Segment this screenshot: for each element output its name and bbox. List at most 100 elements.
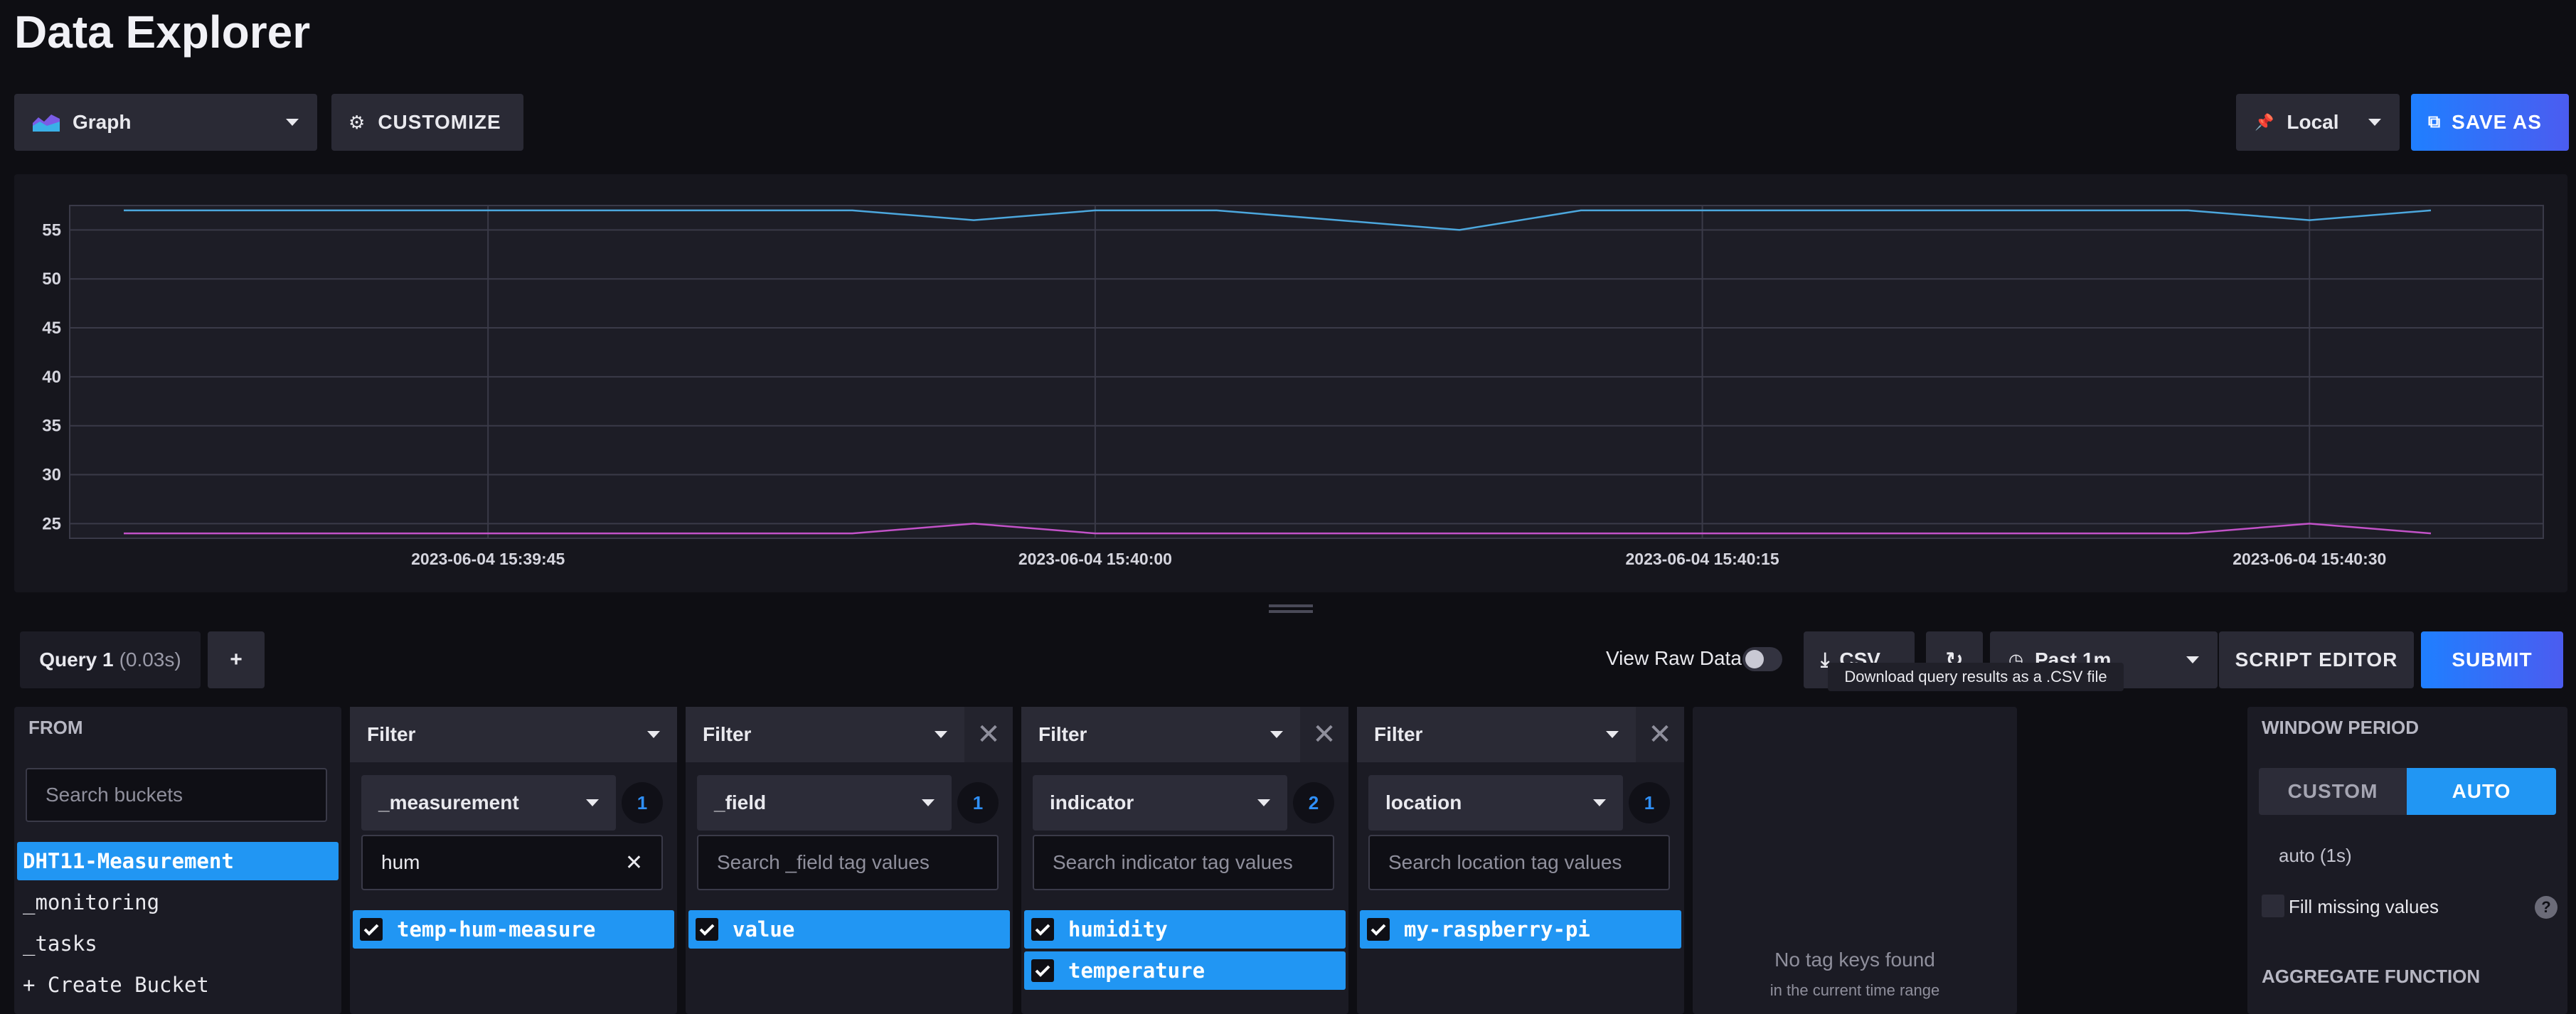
close-filter-button[interactable]: ✕ [1636, 707, 1684, 762]
checkbox-checked-icon [696, 918, 718, 941]
tag-search-input[interactable]: Search location tag values [1368, 835, 1670, 890]
view-raw-label: View Raw Data [1606, 647, 1742, 669]
series-line-1 [124, 523, 2432, 535]
help-icon[interactable]: ? [2535, 896, 2558, 919]
resize-handle-line [1269, 610, 1313, 613]
filter-function-label: Filter [367, 723, 416, 745]
tag-key-dropdown[interactable]: _measurement [361, 775, 616, 831]
selected-count-badge: 1 [622, 782, 663, 823]
tag-value-label: my-raspberry-pi [1404, 917, 1590, 941]
y-tick-label: 50 [42, 269, 61, 289]
checkbox-checked-icon [360, 918, 383, 941]
tag-value-label: temperature [1068, 959, 1205, 983]
x-tick-label: 2023-06-04 15:40:15 [1626, 550, 1779, 568]
tag-key-label: _measurement [378, 791, 519, 813]
clear-icon[interactable]: ✕ [624, 850, 643, 875]
tag-search-input[interactable]: Search indicator tag values [1033, 835, 1334, 890]
line-chart: 55 50 45 40 35 30 25 2023-06-04 15:39:45 2023-06… [42, 205, 2544, 568]
tag-value-item[interactable]: temperature [1024, 951, 1346, 990]
tag-value-item[interactable]: humidity [1024, 910, 1346, 949]
close-filter-button[interactable]: ✕ [1300, 707, 1348, 762]
submit-button[interactable]: SUBMIT [2421, 631, 2563, 688]
x-tick-label: 2023-06-04 15:40:30 [2232, 550, 2386, 568]
tag-search-value: hum [381, 851, 420, 873]
graph-panel: 55 50 45 40 35 30 25 2023-06-04 15:39:45 2023-06… [14, 174, 2567, 592]
filter-function-dropdown[interactable]: Filter [1357, 707, 1636, 762]
resize-handle[interactable] [1269, 604, 1313, 607]
chevron-down-icon [1270, 731, 1283, 738]
bucket-item[interactable]: _monitoring [23, 890, 160, 914]
selected-count-badge: 2 [1293, 782, 1334, 823]
x-tick-label: 2023-06-04 15:39:45 [411, 550, 565, 568]
filter-function-dropdown[interactable]: Filter [350, 707, 677, 762]
query-tab-label: Query 1 [39, 649, 114, 671]
bucket-search-placeholder: Search buckets [46, 784, 183, 806]
fill-missing-label: Fill missing values [2289, 896, 2439, 917]
filter-function-label: Filter [703, 723, 752, 745]
filter-panel-measurement: Filter _measurement 1 hum ✕ temp-hum-meas… [350, 707, 677, 1014]
from-panel: FROM Search buckets DHT11-Measurement _mo… [14, 707, 341, 1014]
chevron-down-icon [586, 799, 599, 806]
tag-search-placeholder: Search indicator tag values [1053, 851, 1293, 873]
download-icon: ⤓ [1821, 648, 1830, 671]
graph-icon [33, 114, 60, 132]
tag-value-item[interactable]: temp-hum-measure [353, 910, 674, 949]
custom-toggle[interactable]: CUSTOM [2259, 768, 2407, 815]
tag-search-input[interactable]: hum ✕ [361, 835, 663, 890]
tag-key-dropdown[interactable]: _field [697, 775, 952, 831]
csv-tooltip: Download query results as a .CSV file [1828, 663, 2124, 691]
auto-toggle[interactable]: AUTO [2407, 768, 2556, 815]
tag-search-input[interactable]: Search _field tag values [697, 835, 999, 890]
filter-function-dropdown[interactable]: Filter [1021, 707, 1300, 762]
y-tick-label: 55 [42, 220, 61, 240]
bucket-search-input[interactable]: Search buckets [26, 768, 327, 822]
plus-icon: + [230, 648, 243, 671]
fill-missing-checkbox[interactable] [2262, 895, 2284, 917]
filter-function-dropdown[interactable]: Filter [686, 707, 964, 762]
add-query-button[interactable]: + [208, 631, 265, 688]
submit-label: SUBMIT [2452, 649, 2533, 671]
close-icon: ✕ [1312, 719, 1336, 750]
customize-label: CUSTOMIZE [378, 111, 501, 133]
bucket-item-selected[interactable]: DHT11-Measurement [17, 842, 339, 880]
save-as-button[interactable]: ⧉ SAVE AS [2411, 94, 2569, 151]
tag-value-label: humidity [1068, 917, 1168, 941]
x-tick-label: 2023-06-04 15:40:00 [1018, 550, 1172, 568]
close-icon: ✕ [976, 719, 1001, 750]
checkbox-checked-icon [1031, 959, 1054, 982]
tag-key-dropdown[interactable]: indicator [1033, 775, 1287, 831]
view-type-label: Graph [73, 111, 132, 133]
save-as-label: SAVE AS [2452, 111, 2542, 133]
chevron-down-icon [2368, 119, 2381, 126]
tag-value-label: value [733, 917, 795, 941]
tag-value-item[interactable]: value [688, 910, 1010, 949]
view-type-dropdown[interactable]: Graph [14, 94, 317, 151]
view-raw-toggle[interactable] [1742, 647, 1782, 671]
customize-button[interactable]: ⚙ CUSTOMIZE [331, 94, 523, 151]
aggregate-function-header: AGGREGATE FUNCTION [2262, 966, 2481, 987]
filter-function-label: Filter [1374, 723, 1423, 745]
checkbox-checked-icon [1031, 918, 1054, 941]
page-title: Data Explorer [14, 6, 311, 58]
timezone-dropdown[interactable]: 📌 Local [2236, 94, 2400, 151]
filter-panel-indicator: Filter ✕ indicator 2 Search indicator ta… [1021, 707, 1348, 1014]
tag-value-item[interactable]: my-raspberry-pi [1360, 910, 1681, 949]
tag-key-label: indicator [1050, 791, 1134, 813]
pin-icon: 📌 [2255, 113, 2274, 131]
filter-panel-field: Filter ✕ _field 1 Search _field tag valu… [686, 707, 1013, 1014]
query-tab[interactable]: Query 1 (0.03s) [20, 631, 201, 688]
timezone-label: Local [2287, 111, 2339, 133]
script-editor-button[interactable]: SCRIPT EDITOR [2219, 631, 2414, 688]
tag-key-dropdown[interactable]: location [1368, 775, 1623, 831]
bucket-item[interactable]: _tasks [23, 932, 97, 956]
auto-period-value: auto (1s) [2279, 845, 2352, 866]
tag-search-placeholder: Search _field tag values [717, 851, 930, 873]
y-tick-label: 40 [42, 368, 61, 387]
y-tick-label: 35 [42, 417, 61, 436]
y-tick-label: 25 [42, 514, 61, 533]
close-filter-button[interactable]: ✕ [964, 707, 1013, 762]
empty-subtitle: in the current time range [1769, 981, 1940, 999]
export-icon: ⧉ [2428, 112, 2441, 132]
bucket-item[interactable]: + Create Bucket [23, 973, 209, 997]
close-icon: ✕ [1648, 719, 1672, 750]
